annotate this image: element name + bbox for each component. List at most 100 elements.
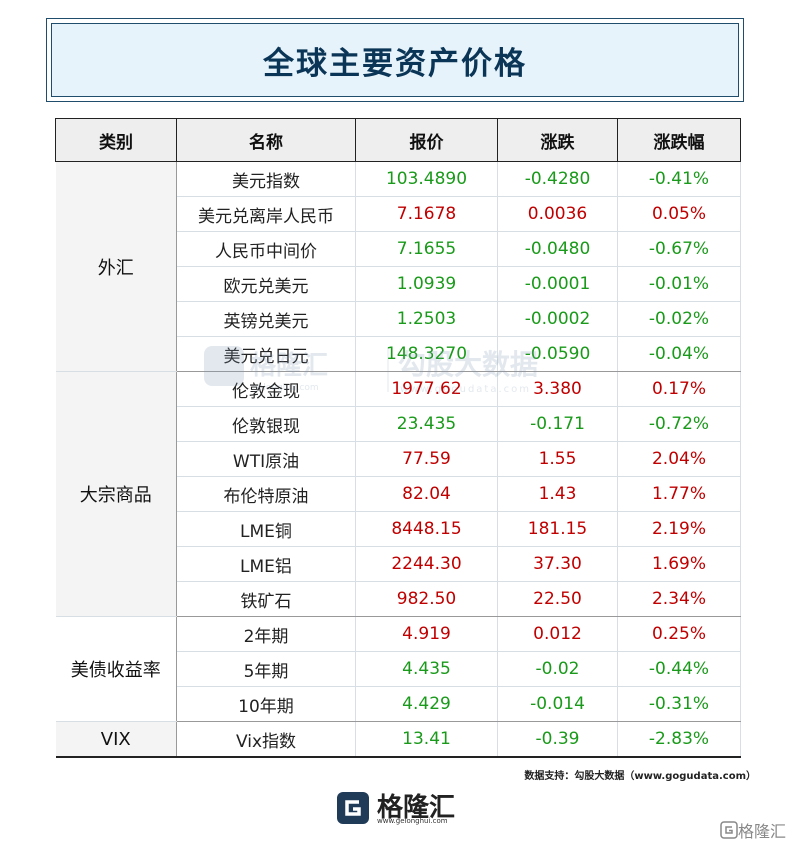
- asset-name-cell: 美元兑日元: [176, 336, 356, 372]
- table-row: 5年期 4.435 -0.02 -0.44%: [56, 651, 741, 687]
- change-pct-cell: 1.77%: [617, 476, 741, 512]
- price-cell: 4.435: [355, 651, 498, 687]
- change-pct-cell: -0.31%: [617, 686, 741, 722]
- category-cell: 美债收益率: [55, 616, 177, 722]
- title-banner: 全球主要资产价格: [51, 23, 739, 97]
- price-cell: 1.0939: [355, 266, 498, 302]
- asset-name-cell: 英镑兑美元: [176, 301, 356, 337]
- brand-logo: 格隆汇 www.gelonghui.com: [335, 785, 465, 831]
- change-pct-cell: 0.05%: [617, 196, 741, 232]
- table-row: 人民币中间价 7.1655 -0.0480 -0.67%: [56, 231, 741, 267]
- price-cell: 103.4890: [355, 161, 498, 197]
- change-pct-cell: 0.17%: [617, 371, 741, 407]
- corner-watermark-text: 格隆汇: [737, 822, 786, 841]
- asset-name-cell: 2年期: [176, 616, 356, 652]
- table-row: VIX Vix指数 13.41 -0.39 -2.83%: [55, 721, 741, 758]
- data-source-note: 数据支持：勾股大数据（www.gogudata.com）: [524, 771, 756, 782]
- change-cell: -0.014: [497, 686, 618, 722]
- price-cell: 148.3270: [355, 336, 498, 372]
- table-row: 布伦特原油 82.04 1.43 1.77%: [56, 476, 741, 512]
- change-cell: 181.15: [497, 511, 618, 547]
- price-cell: 77.59: [355, 441, 498, 477]
- table-header-row: 类别 名称 报价 涨跌 涨跌幅: [55, 118, 741, 162]
- price-cell: 4.919: [355, 616, 498, 652]
- table-row: LME铝 2244.30 37.30 1.69%: [56, 546, 741, 582]
- price-cell: 4.429: [355, 686, 498, 722]
- asset-name-cell: 欧元兑美元: [176, 266, 356, 302]
- category-cell: 外汇: [55, 161, 177, 372]
- change-pct-cell: -0.41%: [617, 161, 741, 197]
- header-change: 涨跌: [497, 118, 618, 162]
- change-cell: -0.0001: [497, 266, 618, 302]
- asset-name-cell: 5年期: [176, 651, 356, 687]
- table-row: 美债收益率 2年期 4.919 0.012 0.25%: [55, 616, 741, 722]
- table-row: 铁矿石 982.50 22.50 2.34%: [56, 581, 741, 617]
- change-pct-cell: -2.83%: [617, 721, 741, 758]
- change-pct-cell: 1.69%: [617, 546, 741, 582]
- change-cell: 0.0036: [497, 196, 618, 232]
- price-cell: 982.50: [355, 581, 498, 617]
- change-pct-cell: -0.04%: [617, 336, 741, 372]
- header-price: 报价: [355, 118, 498, 162]
- price-cell: 7.1678: [355, 196, 498, 232]
- table-row: 欧元兑美元 1.0939 -0.0001 -0.01%: [56, 266, 741, 302]
- asset-name-cell: LME铜: [176, 511, 356, 547]
- change-pct-cell: 2.04%: [617, 441, 741, 477]
- change-pct-cell: -0.67%: [617, 231, 741, 267]
- table-row: 美元兑日元 148.3270 -0.0590 -0.04%: [56, 336, 741, 372]
- asset-name-cell: Vix指数: [176, 721, 356, 758]
- asset-name-cell: WTI原油: [176, 441, 356, 477]
- change-cell: -0.39: [497, 721, 618, 758]
- change-pct-cell: -0.02%: [617, 301, 741, 337]
- price-cell: 1.2503: [355, 301, 498, 337]
- change-cell: 0.012: [497, 616, 618, 652]
- asset-name-cell: 伦敦金现: [176, 371, 356, 407]
- asset-name-cell: 10年期: [176, 686, 356, 722]
- change-cell: -0.02: [497, 651, 618, 687]
- change-cell: -0.4280: [497, 161, 618, 197]
- change-cell: 1.55: [497, 441, 618, 477]
- category-cell: VIX: [55, 721, 177, 758]
- change-pct-cell: 2.19%: [617, 511, 741, 547]
- header-name: 名称: [176, 118, 356, 162]
- table-row: 伦敦银现 23.435 -0.171 -0.72%: [56, 406, 741, 442]
- corner-watermark: 格隆汇: [720, 818, 786, 842]
- brand-logo-url: www.gelonghui.com: [377, 817, 448, 825]
- title-frame: 全球主要资产价格: [46, 18, 744, 102]
- table-row: LME铜 8448.15 181.15 2.19%: [56, 511, 741, 547]
- table-row: 外汇 美元指数 103.4890 -0.4280 -0.41%: [55, 161, 741, 372]
- table-row: 大宗商品 伦敦金现 1977.62 3.380 0.17%: [55, 371, 741, 617]
- price-cell: 1977.62: [355, 371, 498, 407]
- change-cell: 1.43: [497, 476, 618, 512]
- change-cell: 3.380: [497, 371, 618, 407]
- change-pct-cell: 0.25%: [617, 616, 741, 652]
- change-pct-cell: -0.44%: [617, 651, 741, 687]
- asset-name-cell: 铁矿石: [176, 581, 356, 617]
- page-title: 全球主要资产价格: [263, 45, 527, 82]
- corner-logo-icon: [720, 821, 738, 839]
- category-cell: 大宗商品: [55, 371, 177, 617]
- change-cell: -0.0480: [497, 231, 618, 267]
- price-cell: 13.41: [355, 721, 498, 758]
- header-change-pct: 涨跌幅: [617, 118, 741, 162]
- brand-logo-icon: [337, 792, 369, 824]
- header-category: 类别: [55, 118, 177, 162]
- asset-name-cell: 伦敦银现: [176, 406, 356, 442]
- price-cell: 8448.15: [355, 511, 498, 547]
- asset-price-table: 类别 名称 报价 涨跌 涨跌幅 外汇 美元指数 103.4890 -0.4280 -0.…: [55, 118, 741, 758]
- change-cell: -0.0002: [497, 301, 618, 337]
- brand-logo-text: 格隆汇: [377, 793, 456, 823]
- asset-name-cell: 美元指数: [176, 161, 356, 197]
- change-cell: -0.0590: [497, 336, 618, 372]
- table-row: 10年期 4.429 -0.014 -0.31%: [56, 686, 741, 722]
- asset-name-cell: 人民币中间价: [176, 231, 356, 267]
- change-cell: 37.30: [497, 546, 618, 582]
- change-cell: -0.171: [497, 406, 618, 442]
- table-row: 美元兑离岸人民币 7.1678 0.0036 0.05%: [56, 196, 741, 232]
- price-cell: 82.04: [355, 476, 498, 512]
- change-pct-cell: 2.34%: [617, 581, 741, 617]
- change-pct-cell: -0.72%: [617, 406, 741, 442]
- change-pct-cell: -0.01%: [617, 266, 741, 302]
- price-cell: 23.435: [355, 406, 498, 442]
- table-row: WTI原油 77.59 1.55 2.04%: [56, 441, 741, 477]
